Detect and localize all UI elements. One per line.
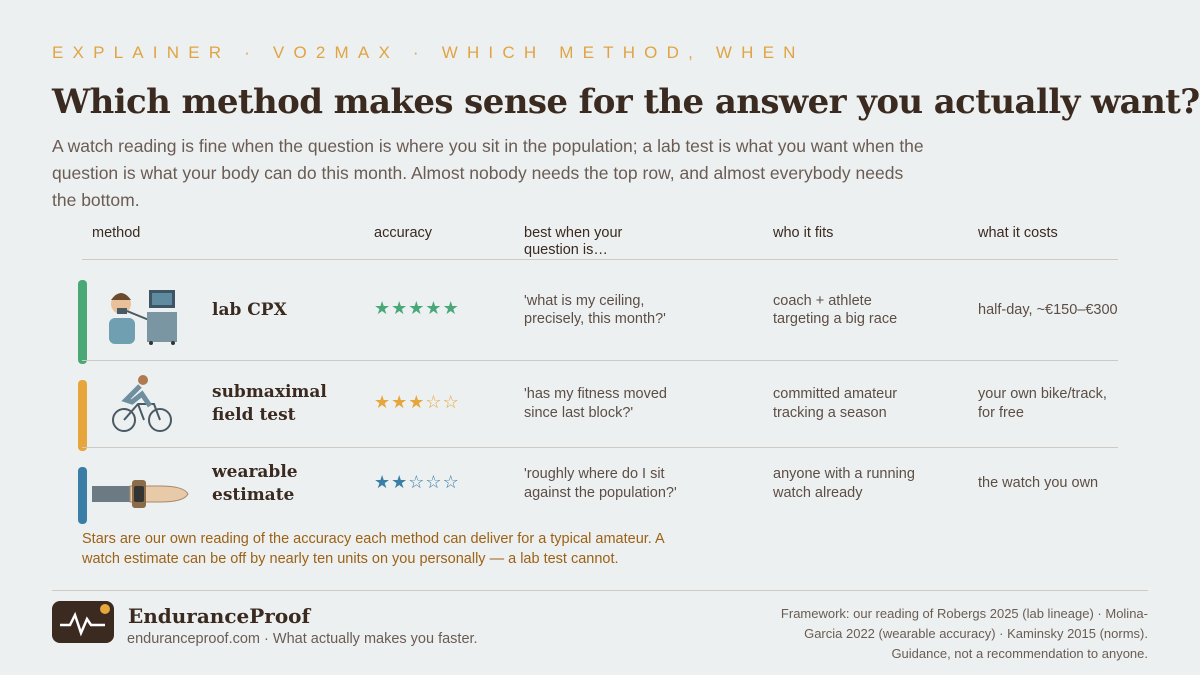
star: ☆ xyxy=(425,471,443,492)
star: ☆ xyxy=(425,391,443,412)
cost: your own bike/track, for free xyxy=(978,386,1107,421)
column-header: method xyxy=(92,225,141,241)
rating: ★★☆☆☆ xyxy=(374,472,460,493)
method-name: wearable estimate xyxy=(212,461,298,505)
cost: the watch you own xyxy=(978,475,1099,491)
method-name: lab CPX xyxy=(212,299,287,320)
question: 'what is my ceiling, precisely, this mon… xyxy=(524,292,666,328)
row-marker xyxy=(78,280,87,364)
logo xyxy=(52,601,114,643)
row-rule xyxy=(82,447,1118,448)
row-marker xyxy=(78,380,87,451)
lab-icon xyxy=(109,290,177,345)
fits: anyone with a running watch already xyxy=(773,466,915,501)
tagline: enduranceproof.com · What actually makes… xyxy=(127,631,478,647)
subtitle: A watch reading is fine when the questio… xyxy=(52,136,924,210)
star: ★ xyxy=(391,391,409,412)
wrist-icon xyxy=(92,480,189,508)
star: ★ xyxy=(408,298,426,318)
method-name: submaximal field test xyxy=(212,381,327,425)
star: ★ xyxy=(391,471,409,492)
row-rule xyxy=(82,360,1118,361)
note: Stars are our own reading of the accurac… xyxy=(82,531,664,567)
question: 'has my fitness moved since last block?' xyxy=(524,386,667,421)
eyebrow: EXPLAINER · VO2MAX · WHICH METHOD, WHEN xyxy=(52,43,805,62)
column-header: what it costs xyxy=(978,225,1058,241)
star: ★ xyxy=(391,298,409,318)
star: ★ xyxy=(374,471,392,492)
star: ☆ xyxy=(442,471,460,492)
star: ★ xyxy=(374,391,392,412)
rating: ★★★★★ xyxy=(374,298,460,319)
cyclist-icon xyxy=(112,375,172,432)
brand: EnduranceProof xyxy=(128,604,311,628)
column-header: accuracy xyxy=(374,225,433,241)
question: 'roughly where do I sit against the popu… xyxy=(524,466,677,501)
fits: coach + athlete targeting a big race xyxy=(773,292,898,328)
row-marker xyxy=(78,467,87,524)
title: Which method makes sense for the answer … xyxy=(52,82,1200,122)
cost: half-day, ~€150–€300 xyxy=(978,301,1118,318)
star: ★ xyxy=(442,298,460,318)
rating: ★★★☆☆ xyxy=(374,392,460,413)
star: ☆ xyxy=(408,471,426,492)
fits: committed amateur tracking a season xyxy=(773,386,898,421)
header-rule xyxy=(82,259,1118,260)
column-header: who it fits xyxy=(773,225,834,241)
column-header: best when your question is… xyxy=(524,225,623,258)
star: ★ xyxy=(374,298,392,318)
sources: Framework: our reading of Robergs 2025 (… xyxy=(780,606,1148,661)
star: ★ xyxy=(425,298,443,318)
footer-rule xyxy=(52,590,1148,591)
star: ★ xyxy=(408,391,426,412)
star: ☆ xyxy=(442,391,460,412)
